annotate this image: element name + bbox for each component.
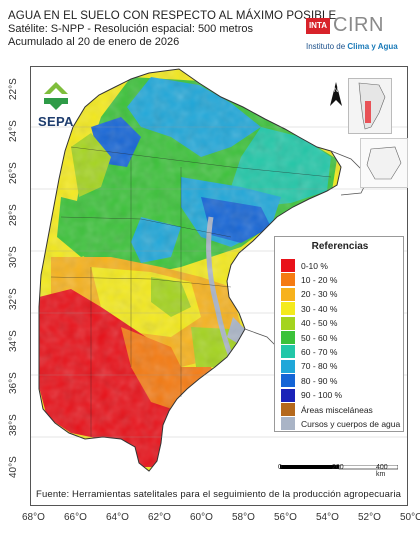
legend-item: Áreas misceláneas	[281, 403, 373, 416]
legend-item: 10 - 20 %	[281, 273, 338, 287]
latitude-label: 28°S	[8, 204, 19, 226]
legend-item: 20 - 30 %	[281, 287, 338, 301]
longitude-axis: 68°O 66°O 64°O 62°O 60°O 58°O 56°O 54°O 52°O 50°O	[0, 506, 420, 552]
legend-label: 50 - 60 %	[301, 332, 338, 343]
legend: Referencias 0-10 % 10 - 20 % 20 - 30 % 30 -…	[274, 236, 404, 432]
scale-label-0: 0	[278, 464, 282, 471]
source-note: Fuente: Herramientas satelitales para el…	[36, 489, 402, 500]
legend-title: Referencias	[311, 241, 369, 252]
legend-item: 50 - 60 %	[281, 331, 337, 344]
legend-swatch	[281, 345, 295, 359]
title-block: AGUA EN EL SUELO CON RESPECTO AL MÁXIMO …	[8, 10, 336, 49]
legend-item: 90 - 100 %	[281, 388, 343, 402]
longitude-label: 52°O	[358, 512, 381, 523]
legend-label: 60 - 70 %	[301, 346, 338, 357]
longitude-label: 50°O	[400, 512, 420, 523]
scale-label-400: 400 km	[376, 464, 388, 478]
legend-swatch	[281, 359, 295, 373]
latitude-label: 26°S	[8, 162, 19, 184]
legend-item: 0-10 %	[281, 259, 328, 272]
legend-label: 70 - 80 %	[301, 361, 338, 372]
longitude-label: 56°O	[274, 512, 297, 523]
legend-item: 40 - 50 %	[281, 316, 338, 330]
institute-name: Instituto de Clima y Agua	[306, 42, 398, 51]
legend-item: 30 - 40 %	[281, 302, 338, 316]
legend-item: 70 - 80 %	[281, 359, 338, 373]
latitude-label: 38°S	[8, 414, 19, 436]
legend-swatch	[281, 259, 295, 272]
legend-swatch	[281, 287, 295, 301]
sepa-wordmark: SEPA	[38, 114, 74, 129]
cirn-wordmark: CIRN	[333, 14, 384, 36]
legend-label: 0-10 %	[301, 260, 328, 271]
latitude-label: 32°S	[8, 288, 19, 310]
scale-bar: 0 200 400 km	[278, 458, 399, 478]
sepa-emblem-icon	[44, 82, 68, 110]
longitude-label: 62°O	[148, 512, 171, 523]
legend-label: 40 - 50 %	[301, 318, 338, 329]
latitude-label: 40°S	[8, 456, 19, 478]
sepa-logo: SEPA	[38, 80, 78, 132]
map-subtitle-date: Acumulado al 20 de enero de 2026	[8, 36, 180, 48]
latitude-label: 34°S	[8, 330, 19, 352]
longitude-label: 60°O	[190, 512, 213, 523]
locator-map-antarctica	[360, 138, 408, 188]
locator-map-south-america	[348, 78, 392, 134]
longitude-label: 54°O	[316, 512, 339, 523]
latitude-label: 22°S	[8, 78, 19, 100]
map-subtitle-satellite: Satélite: S-NPP - Resolución espacial: 5…	[8, 23, 253, 35]
legend-swatch	[281, 273, 295, 287]
legend-swatch	[281, 302, 295, 316]
legend-label: 80 - 90 %	[301, 375, 338, 386]
inta-logo: INTA	[306, 18, 330, 34]
longitude-label: 68°O	[22, 512, 45, 523]
legend-swatch	[281, 331, 295, 344]
longitude-label: 58°O	[232, 512, 255, 523]
svg-text:N: N	[334, 88, 338, 94]
legend-swatch	[281, 316, 295, 330]
cirn-logo: INTA CIRN Instituto de Clima y Agua	[306, 14, 416, 54]
legend-label: 90 - 100 %	[301, 390, 343, 401]
antarctica-inset-icon	[366, 146, 402, 180]
map-title: AGUA EN EL SUELO CON RESPECTO AL MÁXIMO …	[8, 10, 337, 22]
scale-label-200: 200	[332, 464, 344, 471]
south-america-inset-icon	[358, 82, 386, 130]
legend-label: Áreas misceláneas	[301, 404, 373, 415]
legend-item: 60 - 70 %	[281, 345, 338, 359]
latitude-label: 30°S	[8, 246, 19, 268]
latitude-label: 36°S	[8, 372, 19, 394]
longitude-label: 66°O	[64, 512, 87, 523]
north-arrow-icon: N	[330, 82, 342, 106]
legend-swatch	[281, 417, 295, 431]
header: AGUA EN EL SUELO CON RESPECTO AL MÁXIMO …	[0, 0, 420, 66]
legend-label: Cursos y cuerpos de agua	[301, 418, 401, 429]
legend-label: 10 - 20 %	[301, 274, 338, 285]
legend-swatch	[281, 374, 295, 388]
legend-item: 80 - 90 %	[281, 374, 338, 388]
legend-label: 20 - 30 %	[301, 289, 338, 300]
longitude-label: 64°O	[106, 512, 129, 523]
legend-item: Cursos y cuerpos de agua	[281, 417, 401, 431]
legend-swatch	[281, 403, 295, 416]
latitude-label: 24°S	[8, 120, 19, 142]
legend-label: 30 - 40 %	[301, 303, 338, 314]
legend-swatch	[281, 388, 295, 402]
